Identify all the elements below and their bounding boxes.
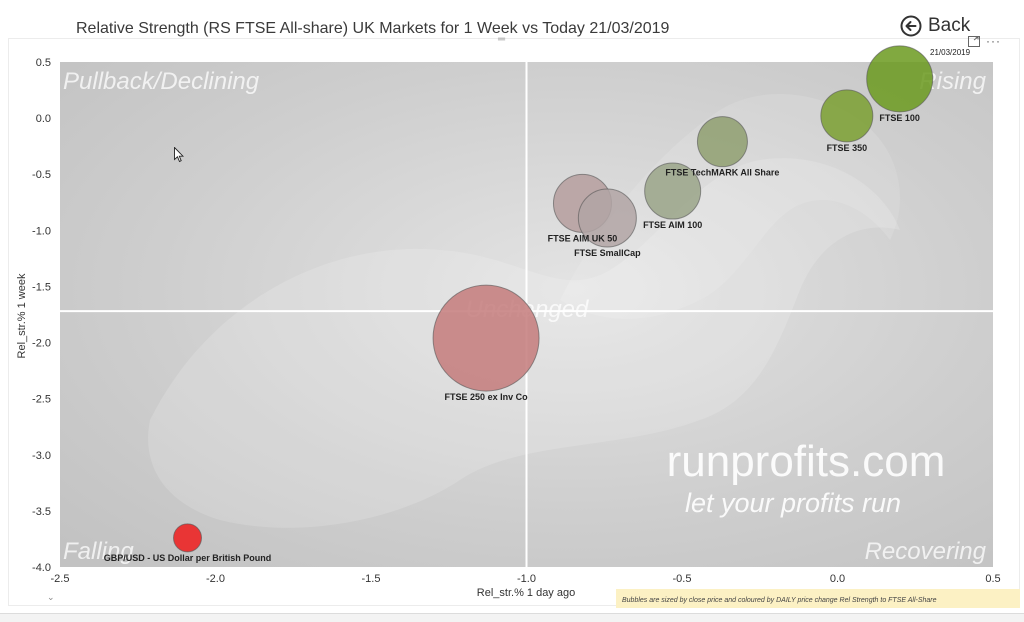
date-stamp: 21/03/2019 [930, 48, 971, 57]
data-bubble [820, 89, 874, 143]
quadrant-label-bottom-right: Recovering [865, 538, 987, 565]
data-label: GBP/USD - US Dollar per British Pound [104, 553, 272, 563]
y-tick-label: 0.0 [36, 113, 51, 125]
more-options-icon[interactable]: ··· [986, 34, 1001, 48]
focus-mode-icon[interactable] [968, 36, 980, 47]
x-tick-label: -0.5 [673, 573, 692, 585]
footnote-banner: Bubbles are sized by close price and col… [616, 589, 1020, 608]
y-tick-label: -2.0 [32, 338, 51, 350]
y-tick-label: -3.5 [32, 506, 51, 518]
y-tick-label: -3.0 [32, 450, 51, 462]
page-tabs-bar [0, 613, 1024, 622]
data-bubble [866, 45, 934, 113]
watermark-tagline: let your profits run [685, 488, 901, 518]
data-bubble [432, 284, 540, 392]
y-tick-label: -1.5 [32, 281, 51, 293]
x-tick-label: -1.5 [362, 573, 381, 585]
data-bubble [173, 523, 203, 553]
y-tick-label: -4.0 [32, 562, 51, 574]
x-tick-label: -2.0 [206, 573, 225, 585]
data-label: FTSE TechMARK All Share [665, 168, 779, 178]
x-axis-title: Rel_str.% 1 day ago [476, 587, 576, 599]
arrow-left-circle-icon [900, 15, 922, 37]
data-bubble [644, 162, 702, 220]
chart-title: Relative Strength (RS FTSE All-share) UK… [76, 20, 670, 37]
chevron-down-icon[interactable]: ⌄ [47, 592, 55, 602]
drag-handle-icon[interactable]: ═ [498, 34, 506, 45]
y-tick-label: -0.5 [32, 169, 51, 181]
mouse-cursor-icon [174, 147, 184, 163]
data-bubble [696, 116, 748, 168]
x-tick-label: 0.5 [985, 573, 1000, 585]
background-horse-silhouette [560, 93, 900, 319]
data-label: FTSE 250 ex Inv Co [445, 392, 529, 402]
y-tick-label: -1.0 [32, 225, 51, 237]
data-label: FTSE 350 [827, 143, 868, 153]
data-bubble [577, 188, 637, 248]
data-label: FTSE AIM UK 50 [548, 233, 618, 243]
quadrant-label-bottom-left: Falling [63, 538, 134, 565]
y-tick-label: -2.5 [32, 394, 51, 406]
y-tick-label: 0.5 [36, 57, 51, 69]
x-tick-label: -1.0 [517, 573, 536, 585]
data-label: FTSE SmallCap [574, 248, 641, 258]
quadrant-label-top-left: Pullback/Declining [63, 68, 260, 95]
watermark-site: runprofits.com [667, 437, 946, 486]
x-tick-label: 0.0 [830, 573, 845, 585]
data-label: FTSE 100 [879, 113, 920, 123]
y-axis-title: Rel_str.% 1 week [16, 273, 28, 359]
data-label: FTSE AIM 100 [643, 220, 702, 230]
visual-frame [8, 38, 1020, 606]
back-button[interactable]: Back [900, 15, 970, 37]
back-label: Back [928, 15, 971, 36]
x-tick-label: -2.5 [51, 573, 70, 585]
